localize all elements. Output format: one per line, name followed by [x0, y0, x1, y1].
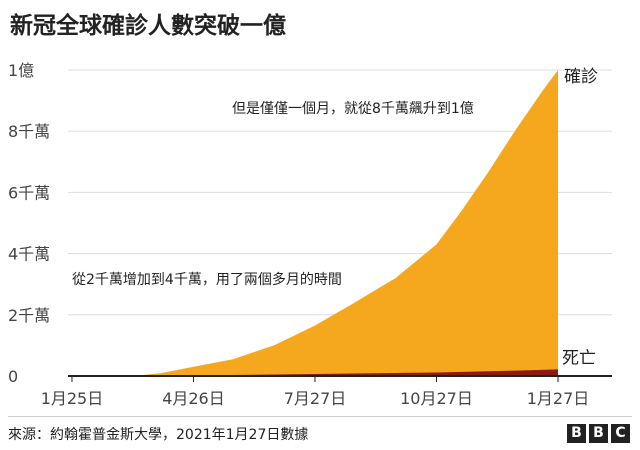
y-tick-label: 4千萬 — [8, 245, 50, 264]
annotation-recent-month: 但是僅僅一個月，就從8千萬飆升到1億 — [232, 101, 474, 117]
y-tick-label: 2千萬 — [8, 306, 50, 325]
area-chart: 0 2千萬 4千萬 6千萬 8千萬 1億 1月25日 4月26日 7月27日 10月27日 1月27… — [8, 61, 612, 408]
chart-labels: 0 2千萬 4千萬 6千萬 8千萬 1億 1月25日 4月26日 7月27日 10月27日 1月27… — [8, 61, 598, 408]
bbc-logo-block-1: B — [567, 424, 586, 443]
y-tick-label: 0 — [8, 367, 18, 386]
y-tick-label: 8千萬 — [8, 122, 50, 141]
axes — [68, 375, 612, 382]
x-tick-label: 10月27日 — [400, 389, 473, 408]
source-note: 來源：約翰霍普金斯大學，2021年1月27日數據 — [8, 427, 309, 443]
chart-title: 新冠全球確診人數突破一億 — [10, 13, 286, 39]
footer-divider — [8, 416, 632, 417]
bbc-logo-block-2: B — [589, 424, 608, 443]
x-tick-label: 1月27日 — [527, 389, 590, 408]
x-tick-label: 1月25日 — [41, 389, 104, 408]
series-label-deaths: 死亡 — [562, 348, 596, 368]
y-tick-label: 6千萬 — [8, 183, 50, 202]
y-tick-label: 1億 — [8, 61, 34, 80]
bbc-logo: B B C — [567, 424, 630, 443]
chart-areas — [68, 70, 558, 376]
deaths-area — [68, 369, 558, 376]
annotation-2m-to-4m: 從2千萬增加到4千萬，用了兩個多月的時間 — [72, 271, 342, 288]
x-tick-label: 4月26日 — [162, 389, 225, 408]
bbc-logo-block-3: C — [611, 424, 630, 443]
series-label-confirmed: 確診 — [564, 67, 598, 87]
confirmed-area — [68, 70, 558, 376]
x-tick-label: 7月27日 — [284, 389, 347, 408]
